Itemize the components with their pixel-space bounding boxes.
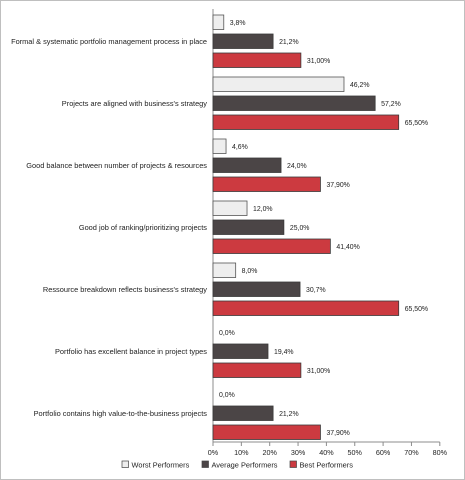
data-label: 0,0% <box>219 330 235 337</box>
bar <box>212 138 227 154</box>
data-label: 19,4% <box>274 349 294 356</box>
bar <box>212 362 302 378</box>
bar <box>212 405 274 421</box>
x-tick-label: 60% <box>376 448 391 457</box>
data-label: 31,00% <box>307 58 330 65</box>
bar <box>212 281 301 297</box>
data-label: 37,90% <box>326 430 349 437</box>
data-label: 57,2% <box>381 101 401 108</box>
bar <box>212 200 248 216</box>
bar <box>212 95 376 111</box>
bar <box>212 33 274 49</box>
x-tick-label: 40% <box>319 448 334 457</box>
bar <box>212 52 302 68</box>
data-label: 21,2% <box>279 39 299 46</box>
bar <box>212 343 269 359</box>
data-label: 3,8% <box>230 20 246 27</box>
bar <box>212 424 321 440</box>
legend-swatch <box>201 460 209 468</box>
bar <box>212 238 331 254</box>
bar <box>212 76 345 92</box>
bar <box>212 157 282 173</box>
category-label: Portfolio has excellent balance in proje… <box>55 347 207 356</box>
category-label: Formal & systematic portfolio management… <box>11 37 207 46</box>
data-label: 8,0% <box>242 268 258 275</box>
bar <box>212 219 285 235</box>
legend-label: Worst Performers <box>132 461 190 470</box>
bar <box>212 262 237 278</box>
legend-label: Best Performers <box>300 461 354 470</box>
data-label: 65,50% <box>405 120 428 127</box>
data-label: 21,2% <box>279 411 299 418</box>
data-label: 24,0% <box>287 163 307 170</box>
category-label: Portfolio contains high value-to-the-bus… <box>34 409 208 418</box>
x-tick-label: 0% <box>208 448 219 457</box>
data-label: 12,0% <box>253 206 273 213</box>
data-label: 37,90% <box>326 182 349 189</box>
bar <box>212 300 400 316</box>
bar <box>212 176 321 192</box>
x-tick-label: 80% <box>433 448 448 457</box>
x-tick-label: 50% <box>348 448 363 457</box>
data-label: 25,0% <box>290 225 310 232</box>
category-label: Ressource breakdown reflects business's … <box>43 285 207 294</box>
legend-label: Average Performers <box>212 461 278 470</box>
x-tick-label: 10% <box>234 448 249 457</box>
category-label: Good job of ranking/prioritizing project… <box>79 223 207 232</box>
category-label: Good balance between number of projects … <box>26 161 207 170</box>
data-label: 0,0% <box>219 392 235 399</box>
bar <box>212 14 225 30</box>
x-tick-label: 30% <box>291 448 306 457</box>
data-label: 4,6% <box>232 144 248 151</box>
data-label: 46,2% <box>350 82 370 89</box>
x-tick-label: 70% <box>404 448 419 457</box>
data-label: 65,50% <box>405 306 428 313</box>
x-tick-label: 20% <box>263 448 278 457</box>
data-label: 41,40% <box>336 244 359 251</box>
legend-swatch <box>121 460 129 468</box>
bar <box>212 114 400 130</box>
legend-swatch <box>289 460 297 468</box>
category-label: Projects are aligned with business's str… <box>62 99 207 108</box>
data-label: 30,7% <box>306 287 326 294</box>
data-label: 31,00% <box>307 368 330 375</box>
